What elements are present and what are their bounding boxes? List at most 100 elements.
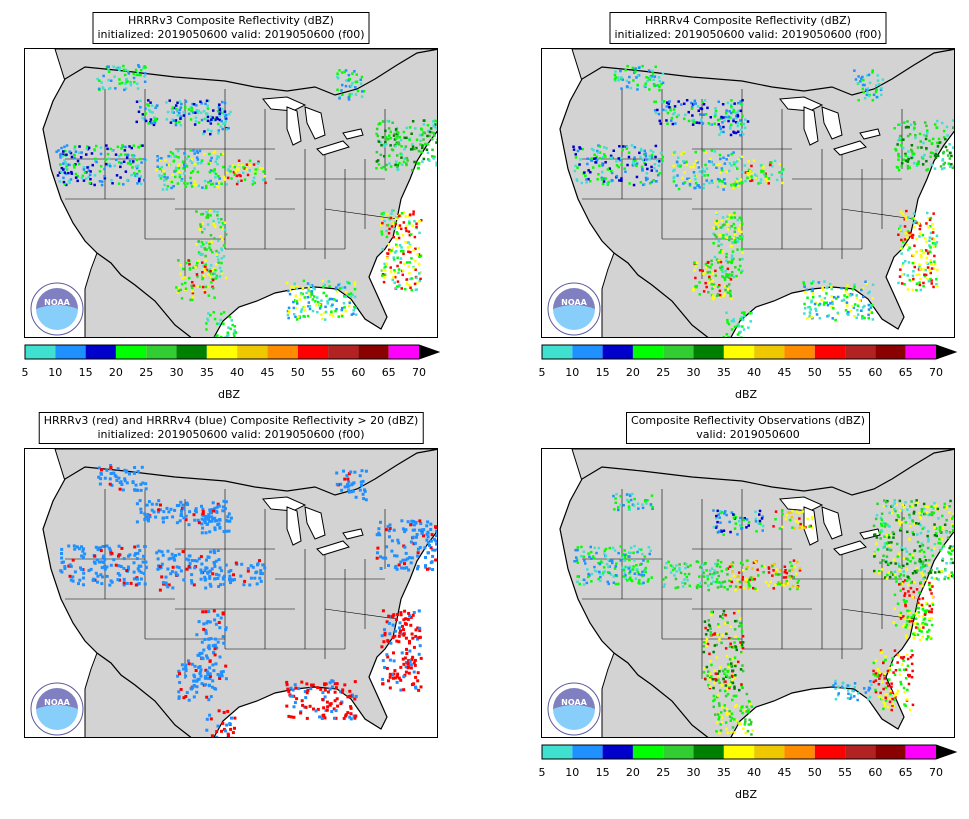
great-lake [316,140,350,156]
colorbar-segment [542,345,573,359]
map-canvas: NOAA [547,49,954,337]
colorbar-segment [542,745,573,759]
state-boundary [324,608,398,620]
panel-title: Composite Reflectivity Observations (dBZ… [626,412,870,444]
colorbar-segment [814,745,846,759]
colorbar-tick-label: 30 [686,766,701,779]
great-lake [304,506,326,540]
title-line-2: initialized: 2019050600 valid: 201905060… [614,28,882,41]
title-line-1: HRRRv3 Composite Reflectivity (dBZ) [128,14,334,27]
colorbar-segment [723,345,755,359]
title-line-1: HRRRv3 (red) and HRRRv4 (blue) Composite… [43,414,419,427]
colorbar-tick-label: 5 [538,366,546,379]
colorbar-segment [693,345,724,359]
colorbar-tick-label: 40 [747,766,762,779]
colorbar-segment [115,345,147,359]
colorbar-tick-label: 65 [898,766,913,779]
noaa-logo-icon: NOAA [547,282,601,336]
colorbar-segment [845,745,876,759]
colorbar-tick-label: 45 [777,366,792,379]
title-line-2: valid: 2019050600 [696,428,800,441]
great-lake [779,96,824,112]
noaa-logo-icon: NOAA [547,682,601,736]
colorbar-bar [541,744,958,760]
colorbar-segment [632,745,664,759]
colorbar-tick-label: 10 [565,766,580,779]
colorbar: 5 10 15 20 25 30 35 40 45 50 55 60 65 70 dBZ [22,344,441,401]
colorbar-segment [85,345,116,359]
colorbar-tick-label: 40 [747,366,762,379]
colorbar-segment [905,745,936,759]
colorbar-segment [845,345,876,359]
colorbar-label: dBZ [734,788,758,801]
great-lake [262,496,307,512]
colorbar-tick-label: 20 [108,366,123,379]
colorbar: 5 10 15 20 25 30 35 40 45 50 55 60 65 70 dBZ [539,744,958,801]
colorbar-tick-label: 45 [777,766,792,779]
colorbar-tick-label: 50 [807,766,822,779]
great-lake [821,106,843,140]
colorbar-tick-label: 60 [351,366,366,379]
colorbar-segment [754,745,785,759]
colorbar-segment [784,345,815,359]
colorbar-tick-label: 55 [838,766,853,779]
map-canvas: NOAA [547,449,954,737]
colorbar-tick-label: 5 [538,766,546,779]
colorbar-segment [905,345,936,359]
colorbar-extend-arrow [936,745,956,759]
reflectivity-field [572,64,954,337]
great-lake [821,506,843,540]
colorbar-segment [754,345,785,359]
colorbar-segment [723,745,755,759]
reflectivity-field [55,64,437,337]
panel-title: HRRRv4 Composite Reflectivity (dBZ) init… [609,12,887,44]
great-lake [859,528,881,540]
colorbar-tick-label: 35 [716,366,731,379]
colorbar-tick-label: 70 [929,766,943,779]
great-lake [859,128,881,140]
colorbar-segment [693,745,724,759]
colorbar-tick-label: 60 [868,766,883,779]
colorbar-segment [388,345,419,359]
panel-title: HRRRv3 Composite Reflectivity (dBZ) init… [92,12,370,44]
noaa-logo-text: NOAA [561,298,587,307]
colorbar-tick-label: 65 [381,366,396,379]
great-lake [262,96,307,112]
map-frame: NOAA [541,48,955,338]
colorbar-segment [237,345,268,359]
great-lake [286,506,302,546]
colorbar-tick-label: 15 [595,766,610,779]
great-lake [286,106,302,146]
colorbar-tick-label: 55 [321,366,336,379]
map-frame: NOAA [541,448,955,738]
title-line-1: HRRRv4 Composite Reflectivity (dBZ) [645,14,851,27]
map-frame: NOAA [24,48,438,338]
colorbar-tick-label: 55 [838,366,853,379]
noaa-logo-text: NOAA [44,298,70,307]
state-boundary [324,208,398,220]
colorbar-tick-label: 15 [78,366,93,379]
colorbar-tick-label: 45 [260,366,275,379]
great-lake [779,496,824,512]
reflectivity-field [59,464,437,737]
noaa-logo-text: NOAA [44,698,70,707]
map-canvas: NOAA [30,449,437,737]
map-canvas: NOAA [30,49,437,337]
colorbar-tick-label: 35 [716,766,731,779]
colorbar-tick-label: 35 [199,366,214,379]
great-lake [833,140,867,156]
title-line-1: Composite Reflectivity Observations (dBZ… [631,414,865,427]
great-lake [342,528,364,540]
colorbar-segment [176,345,207,359]
map-frame: NOAA [24,448,438,738]
colorbar-segment [632,345,664,359]
colorbar-segment [25,345,56,359]
state-boundary [841,208,915,220]
colorbar-extend-arrow [419,345,439,359]
noaa-logo-icon: NOAA [30,282,84,336]
colorbar-label: dBZ [217,388,241,401]
colorbar-tick-label: 25 [656,366,671,379]
colorbar-segment [572,345,603,359]
colorbar-tick-label: 10 [48,366,63,379]
colorbar-segment [297,345,329,359]
